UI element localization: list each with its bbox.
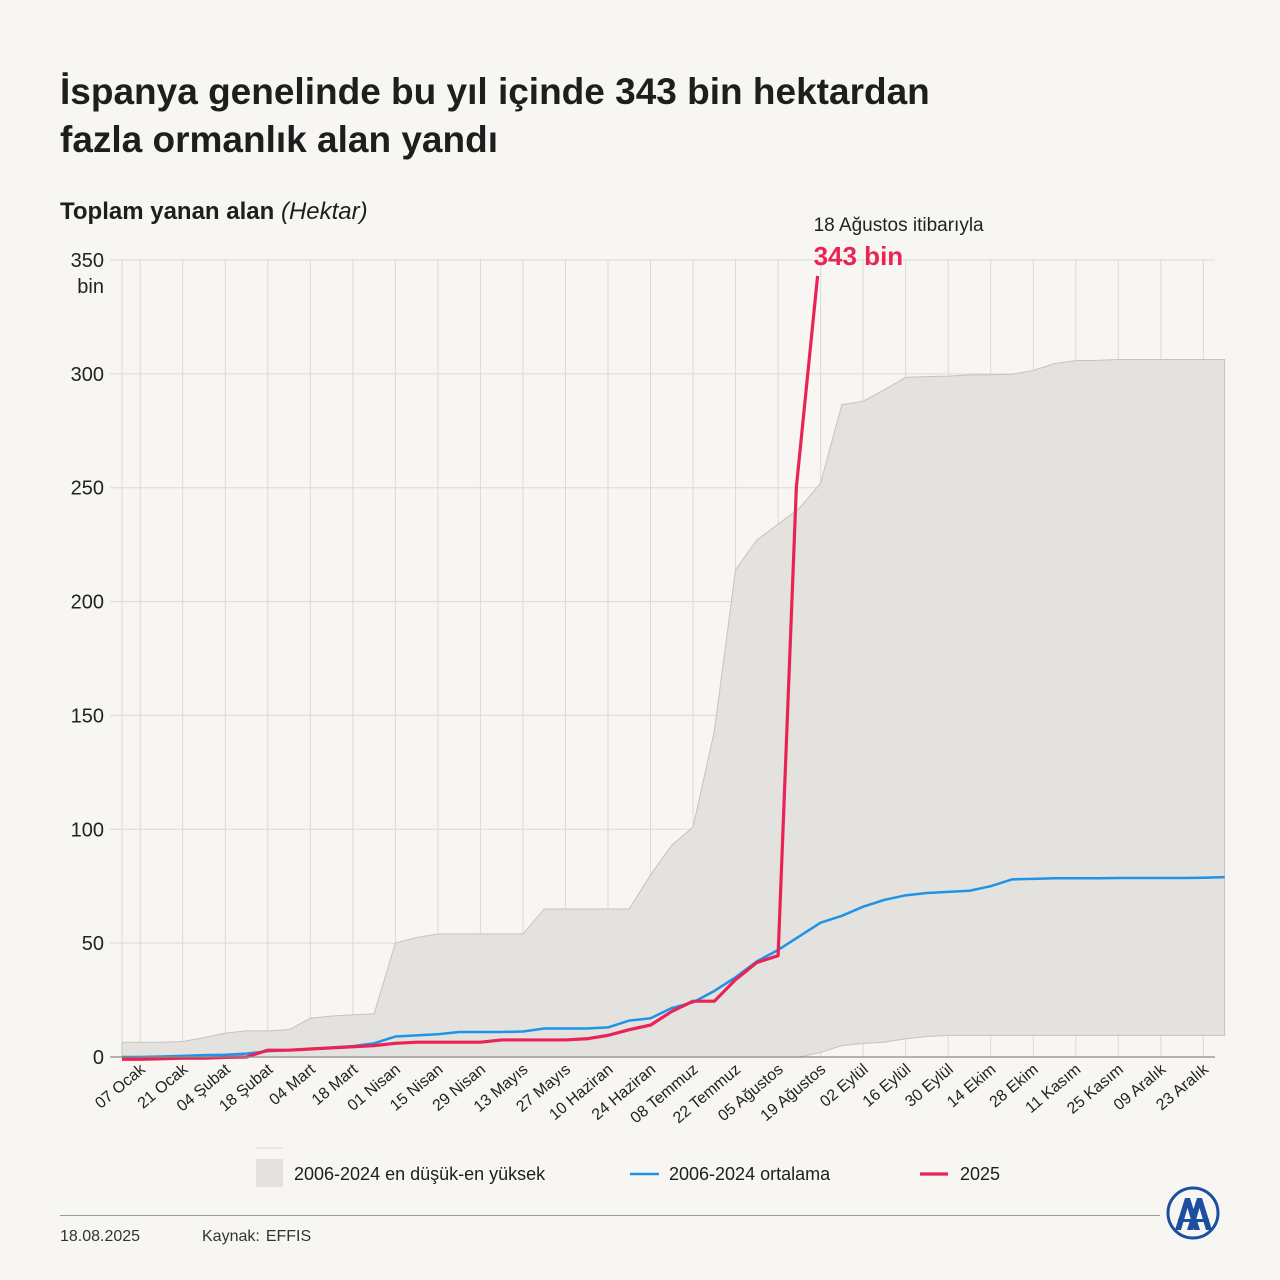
subtitle-text: Toplam yanan alan <box>60 198 275 225</box>
footer-divider <box>60 1215 1160 1216</box>
source-label: Kaynak: <box>202 1228 260 1245</box>
y-tick-label: 150 <box>71 705 104 727</box>
aa-logo-icon <box>1166 1186 1220 1240</box>
footer-date: 18.08.2025 <box>60 1228 141 1245</box>
chart-title-line1: İspanya genelinde bu yıl içinde 343 bin … <box>60 71 930 112</box>
legend: 2006-2024 en düşük-en yüksek 2006-2024 or… <box>256 1147 1000 1187</box>
y-tick-label: 250 <box>71 478 104 500</box>
y-tick-label: 50 <box>82 933 104 955</box>
x-tick-label: 04 Mart <box>266 1061 319 1109</box>
footer-source: Kaynak: EFFIS <box>202 1228 311 1246</box>
subtitle-unit: (Hektar) <box>280 198 368 225</box>
legend-label-current: 2025 <box>960 1164 1000 1184</box>
annotation-label: 18 Ağustos itibarıyla <box>814 215 984 236</box>
y-tick-label: 300 <box>71 364 104 386</box>
legend-area-swatch <box>256 1159 283 1187</box>
source-name: EFFIS <box>265 1228 312 1245</box>
legend-label-range: 2006-2024 en düşük-en yüksek <box>294 1164 546 1184</box>
y-tick-label: 350 <box>71 250 104 272</box>
y-axis-unit: bin <box>77 276 104 298</box>
chart-title: İspanya genelinde bu yıl içinde 343 bin … <box>60 68 1060 164</box>
y-tick-label: 0 <box>93 1047 104 1069</box>
annotation-value: 343 bin <box>814 241 904 271</box>
y-tick-label: 100 <box>71 819 104 841</box>
range-band-area <box>121 359 1226 1058</box>
legend-label-average: 2006-2024 ortalama <box>669 1164 831 1184</box>
chart-title-line2: fazla ormanlık alan yandı <box>60 119 498 160</box>
chart-subtitle: Toplam yanan alan (Hektar) <box>60 198 368 226</box>
y-tick-label: 200 <box>71 592 104 614</box>
y-axis-tick-labels: 0 50 100 150 200 250 300 350 bin <box>71 250 104 1069</box>
